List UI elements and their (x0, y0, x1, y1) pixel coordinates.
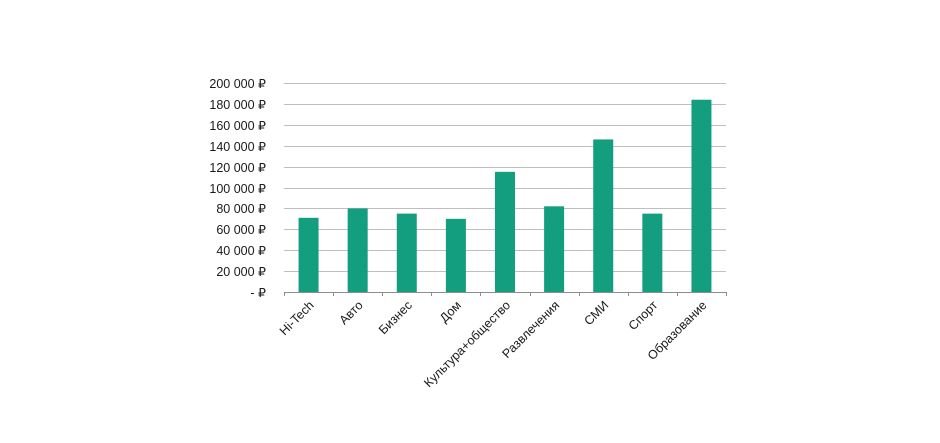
x-tick-label: Hi-Tech (277, 298, 317, 338)
y-tick-label: 100 000 ₽ (209, 182, 266, 196)
bar (544, 206, 565, 292)
bars (298, 99, 712, 292)
y-tick-label: 160 000 ₽ (209, 119, 266, 133)
bar (691, 99, 712, 292)
x-tick-labels: Hi-Tech Авто Бизнес ДомКультура+обществоРаз… (277, 298, 710, 390)
y-tick-label: 120 000 ₽ (209, 161, 266, 175)
bar (298, 217, 319, 292)
x-tick-label: Дом (437, 298, 464, 325)
bar (396, 213, 417, 292)
y-tick-label: 180 000 ₽ (209, 98, 266, 112)
y-tick-label: 20 000 ₽ (216, 265, 266, 279)
x-tick-label: Авто (337, 298, 366, 327)
y-tick-label: 60 000 ₽ (216, 223, 266, 237)
y-tick-label: 140 000 ₽ (209, 140, 266, 154)
y-tick-labels: - ₽ 20 000 ₽ 40 000 ₽ 60 000 ₽ 80 000 ₽ 100 0… (209, 77, 266, 300)
y-tick-label: 200 000 ₽ (209, 77, 266, 91)
bar (495, 171, 515, 292)
bar (642, 213, 663, 292)
y-tick-label: 40 000 ₽ (216, 244, 266, 258)
bar (347, 208, 368, 292)
x-tick-label: Бизнес (376, 298, 415, 337)
x-tick-label: СМИ (581, 298, 611, 328)
axes (284, 292, 727, 296)
x-tick-label: Культура+общество (421, 298, 513, 390)
bar (593, 139, 614, 292)
x-tick-label: Спорт (626, 298, 661, 333)
y-tick-label: - ₽ (250, 286, 266, 300)
y-tick-label: 80 000 ₽ (216, 202, 266, 216)
bar (445, 218, 466, 292)
